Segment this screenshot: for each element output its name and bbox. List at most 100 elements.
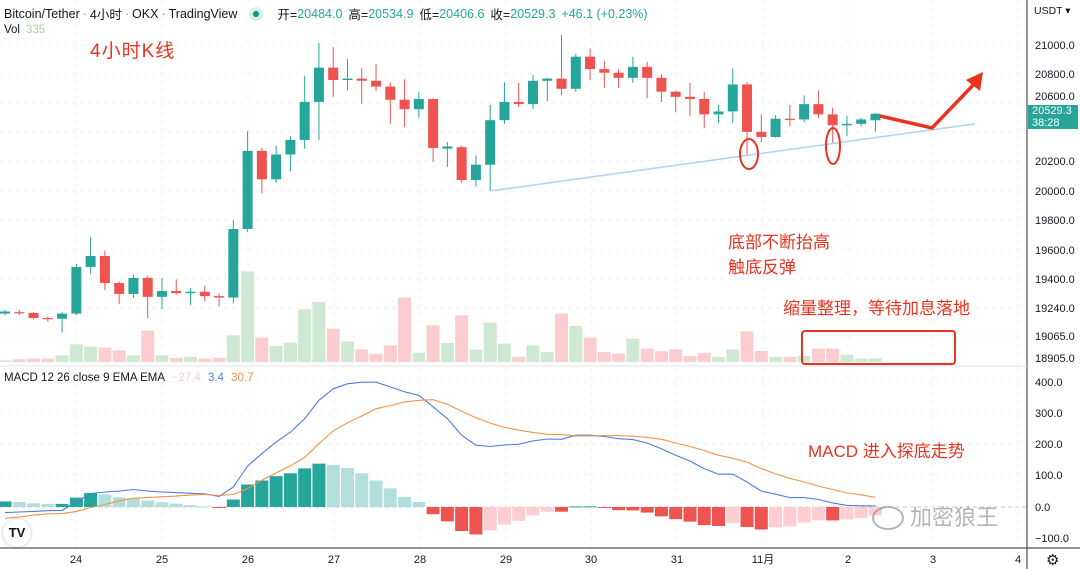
- volume-bar: [754, 351, 768, 362]
- macd-hist-bar: [184, 505, 198, 507]
- volume-bar: [868, 358, 882, 362]
- volume-bar: [340, 341, 354, 362]
- macd-axis[interactable]: 400.0 300.0 200.0 100.0 0.0 −100.0: [1035, 377, 1069, 545]
- volume-bar: [355, 349, 369, 362]
- volume-bar: [697, 353, 711, 362]
- low-label: 低=: [419, 8, 440, 22]
- separator: ·: [124, 6, 130, 21]
- candle-body: [642, 66, 653, 78]
- candle-body: [199, 291, 210, 297]
- candle-body: [428, 99, 439, 148]
- separator: ·: [161, 6, 166, 21]
- macd-hist-bar: [569, 506, 583, 508]
- time-axis[interactable]: 24 25 26 27 28 29 30 31 11月 2 3 4: [70, 554, 1021, 566]
- macd-legend[interactable]: MACD 12 26 close 9 EMA EMA −27.4 3.4 30.…: [4, 372, 254, 384]
- price-tick-label: 19600.0: [1035, 245, 1075, 257]
- volume-bar: [640, 348, 654, 362]
- macd-line: [4, 381, 876, 514]
- volume-bar: [626, 338, 640, 362]
- macd-hist-bar: [854, 507, 868, 518]
- price-tick-label: 19065.0: [1035, 331, 1075, 343]
- volume-bar: [483, 322, 497, 362]
- candle-body: [585, 56, 596, 70]
- candle-body: [827, 114, 838, 126]
- candle-body: [271, 154, 282, 180]
- macd-hist-bar: [383, 488, 397, 507]
- volume-bar: [555, 313, 569, 362]
- macd-hist-bar: [797, 507, 811, 523]
- candle-body: [841, 123, 852, 126]
- macd-hist-bar: [112, 497, 126, 507]
- macd-hist-bar: [583, 506, 597, 508]
- volume-bar: [27, 358, 41, 362]
- volume-bar: [98, 347, 112, 362]
- last-price: 20529.3: [1032, 105, 1072, 117]
- macd-hist-bar: [626, 507, 640, 511]
- macd-hist-bar: [340, 468, 354, 507]
- interval[interactable]: 4小时: [89, 8, 122, 22]
- candle-body: [57, 313, 68, 319]
- volume-legend[interactable]: Vol 335: [4, 24, 45, 37]
- macd-hist-bar: [483, 507, 497, 531]
- currency-selector[interactable]: USDT ▾: [1034, 5, 1071, 17]
- macd-hist-bar: [0, 501, 12, 507]
- time-tick-label: 24: [70, 554, 82, 566]
- candle-body: [214, 296, 225, 298]
- settings-gear-icon[interactable]: ⚙: [1046, 552, 1060, 569]
- symbol-header: Bitcoin/Tether · 4小时 · OKX · TradingView…: [4, 4, 648, 23]
- candle-body: [784, 118, 795, 120]
- time-tick-label: 31: [671, 554, 683, 566]
- price-axis[interactable]: 21000.0 20800.0 20600.0 20200.0 20000.0 19800…: [1035, 40, 1075, 365]
- macd-hist-bar: [769, 507, 783, 528]
- candle-body: [313, 67, 324, 102]
- macd-hist-bar: [269, 476, 283, 507]
- candle-body: [299, 101, 310, 140]
- last-price-tag: 20529.3 38:28: [1028, 105, 1078, 129]
- macd-hist-bar: [726, 507, 740, 523]
- macd-tick-label: 200.0: [1035, 439, 1063, 451]
- candle-body: [556, 78, 567, 89]
- macd-hist-bar: [455, 507, 469, 532]
- candle-body: [856, 119, 867, 124]
- tradingview-logo[interactable]: TV: [3, 519, 31, 547]
- macd-label: MACD 12 26 close 9 EMA EMA: [4, 372, 165, 384]
- candle-body: [14, 312, 25, 314]
- high-label: 高=: [348, 8, 369, 22]
- macd-hist-bar: [355, 473, 369, 507]
- candle-body: [171, 291, 182, 294]
- time-tick-label: 29: [500, 554, 512, 566]
- macd-hist-bar: [683, 507, 697, 522]
- macd-signal-value: 30.7: [231, 372, 254, 384]
- candle-body: [42, 318, 53, 320]
- candle-body: [242, 150, 253, 229]
- volume-bar: [269, 346, 283, 362]
- volume-bar: [497, 343, 511, 362]
- time-tick-label: 2: [845, 554, 851, 566]
- arrow-head-icon: [966, 72, 983, 91]
- high-value: 20534.9: [368, 6, 414, 21]
- volume-bar: [41, 358, 55, 362]
- macd-hist-bar: [255, 480, 269, 507]
- volume-bar: [112, 350, 126, 362]
- macd-hist-bar: [783, 507, 797, 527]
- candle-body: [713, 111, 724, 115]
- candle-body: [670, 91, 681, 97]
- volume-bar: [526, 345, 540, 362]
- candle-body: [470, 164, 481, 181]
- trendline[interactable]: [489, 123, 976, 192]
- macd-hist-bar: [155, 502, 169, 507]
- price-tick-label: 20000.0: [1035, 186, 1075, 198]
- candle-body: [485, 120, 496, 165]
- open-label: 开=: [277, 8, 298, 22]
- candle-body: [442, 146, 453, 149]
- candle-body: [385, 86, 396, 100]
- macd-hist-bar: [169, 503, 183, 507]
- macd-hist-bar: [811, 507, 825, 521]
- price-tick-label: 19400.0: [1035, 274, 1075, 286]
- volume-value: 335: [26, 24, 46, 36]
- candle-body: [285, 139, 296, 155]
- symbol-name[interactable]: Bitcoin/Tether: [4, 6, 80, 21]
- market-status-icon[interactable]: [249, 6, 264, 21]
- volume-bar: [198, 358, 212, 362]
